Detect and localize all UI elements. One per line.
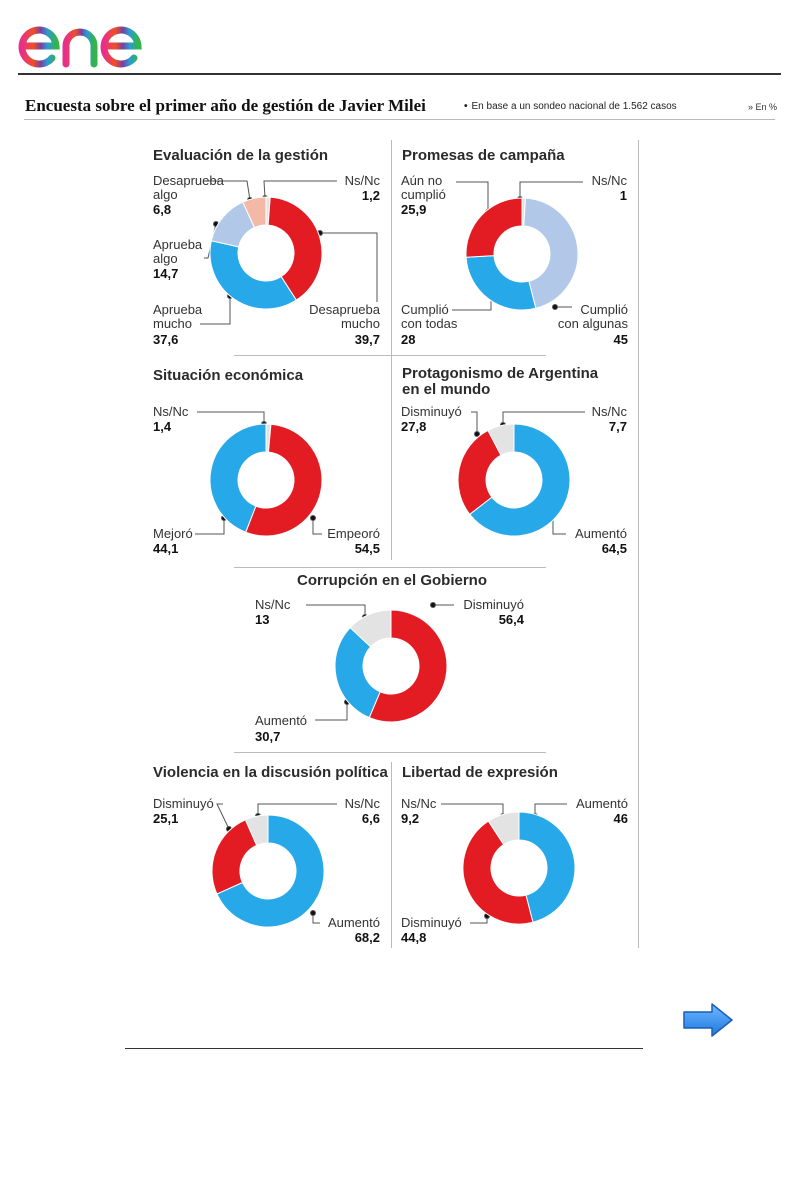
value-nsnc: 13 — [255, 612, 270, 627]
slice-desaprueba-mucho — [267, 196, 323, 301]
slice-ns-nc — [244, 814, 269, 847]
chart-title-promesas: Promesas de campaña — [402, 147, 565, 164]
slice-ns-nc — [487, 423, 515, 456]
slice-ns-nc — [487, 811, 520, 846]
label-nsnc: Ns/Nc — [344, 173, 380, 188]
value-cumplio-todas: 28 — [401, 332, 416, 347]
unit-note: » En % — [748, 102, 778, 112]
chart-title-situacion: Situación económica — [153, 367, 304, 384]
value-nsnc: 1 — [619, 188, 627, 203]
label-aumento: Aumentó — [255, 713, 308, 728]
right-divider — [638, 140, 639, 948]
value-aprueba-mucho: 37,6 — [153, 332, 179, 347]
slice-cumplió-con-algunas — [523, 197, 579, 309]
value-aumento: 68,2 — [354, 930, 380, 945]
value-nsnc: 1,2 — [361, 188, 380, 203]
value-nsnc: 1,4 — [153, 419, 172, 434]
label-empeoro: Empeoró — [327, 526, 380, 541]
value-nsnc: 9,2 — [401, 811, 420, 826]
label-desaprueba-algo: Desaprueba algo — [153, 173, 224, 202]
chart-title-violencia: Violencia en la discusión política — [153, 764, 388, 781]
label-disminuyo: Disminuyó — [401, 404, 462, 419]
value-aumento: 30,7 — [255, 729, 281, 744]
value-nsnc: 6,6 — [361, 811, 380, 826]
center-divider-bottom — [391, 762, 392, 948]
next-arrow-icon[interactable] — [682, 1002, 734, 1038]
chart-title-evaluacion: Evaluación de la gestión — [153, 147, 329, 164]
divider-row3 — [234, 752, 546, 753]
value-cumplio-algunas: 45 — [613, 332, 628, 347]
label-aprueba-mucho: Aprueba mucho — [153, 302, 203, 331]
value-aumento: 46 — [613, 811, 628, 826]
label-mejoro: Mejoró — [153, 526, 193, 541]
top-rule — [18, 73, 781, 75]
label-aprueba-algo: Aprueba algo — [153, 237, 203, 266]
value-disminuyo: 27,8 — [401, 419, 427, 434]
label-nsnc: Ns/Nc — [255, 597, 291, 612]
label-nsnc: Ns/Nc — [344, 796, 380, 811]
slice-aprueba-mucho — [209, 240, 297, 310]
value-aprueba-algo: 14,7 — [153, 266, 179, 281]
label-aumento: Aumentó — [327, 915, 380, 930]
label-nsnc: Ns/Nc — [401, 796, 437, 811]
value-disminuyo: 44,8 — [401, 930, 427, 945]
divider-row2 — [234, 567, 546, 568]
slice-aumentó — [518, 811, 576, 923]
chart-title-libertad: Libertad de expresión — [402, 764, 558, 781]
label-nsnc: Ns/Nc — [591, 404, 627, 419]
slice-aumentó — [469, 423, 571, 537]
slice-disminuyó — [462, 820, 534, 925]
label-aumento: Aumentó — [574, 526, 627, 541]
value-disminuyo: 25,1 — [153, 811, 179, 826]
survey-title: Encuesta sobre el primer año de gestión … — [25, 96, 426, 115]
divider-row1 — [234, 355, 546, 356]
slice-disminuyó — [368, 609, 448, 723]
label-cumplio-todas: Cumplió con todas — [401, 302, 458, 331]
label-disminuyo: Disminuyó — [153, 796, 214, 811]
slice-aún-no-cumplió — [465, 197, 523, 258]
header-rule — [24, 119, 775, 120]
bottom-rule — [125, 1048, 643, 1049]
value-aumento: 64,5 — [601, 541, 627, 556]
label-disminuyo: Disminuyó — [401, 915, 462, 930]
value-desaprueba-mucho: 39,7 — [354, 332, 380, 347]
slice-aumentó — [216, 814, 325, 928]
value-desaprueba-algo: 6,8 — [153, 202, 172, 217]
slice-mejoró — [209, 423, 267, 533]
label-aumento: Aumentó — [575, 796, 628, 811]
label-desaprueba-mucho: Desaprueba mucho — [309, 302, 380, 331]
label-nsnc: Ns/Nc — [591, 173, 627, 188]
value-empeoro: 54,5 — [354, 541, 380, 556]
label-cumplio-algunas: Cumplió con algunas — [557, 302, 628, 331]
value-disminuyo: 56,4 — [498, 612, 524, 627]
slice-empeoró — [245, 423, 323, 537]
survey-subtitle: • En base a un sondeo nacional de 1.562 c… — [464, 101, 677, 112]
chart-title-corrupcion: Corrupción en el Gobierno — [297, 572, 488, 589]
enel-logo — [18, 8, 163, 68]
slice-ns-nc — [349, 609, 392, 648]
center-divider-top — [391, 140, 392, 560]
value-aun-no-cumplio: 25,9 — [401, 202, 427, 217]
slice-aumentó — [334, 626, 381, 719]
value-nsnc: 7,7 — [608, 419, 627, 434]
label-aun-no-cumplio: Aún no cumplió — [401, 173, 446, 202]
label-nsnc: Ns/Nc — [153, 404, 189, 419]
chart-title-protagonismo: Protagonismo de Argentina en el mundo — [402, 365, 599, 398]
value-mejoro: 44,1 — [153, 541, 179, 556]
slice-desaprueba-algo — [242, 196, 267, 229]
label-disminuyo: Disminuyó — [463, 597, 524, 612]
